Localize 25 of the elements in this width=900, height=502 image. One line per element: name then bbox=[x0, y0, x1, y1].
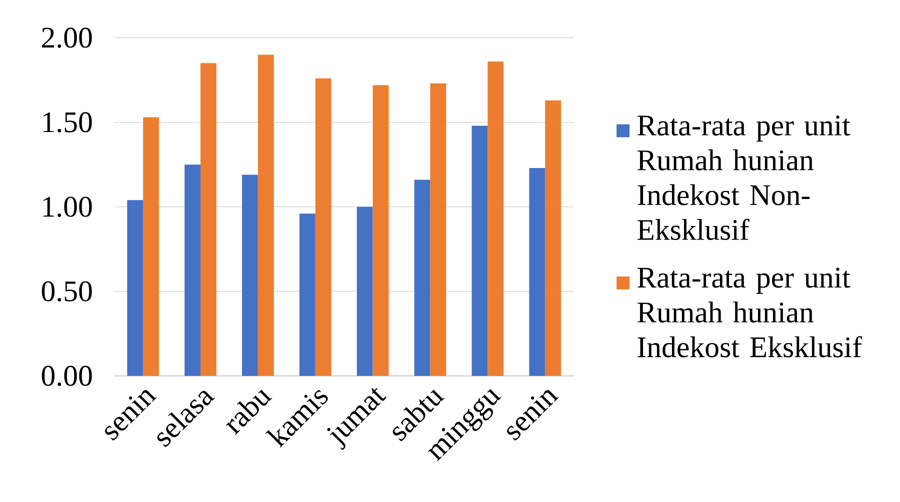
bar bbox=[545, 100, 561, 376]
bar bbox=[472, 126, 488, 376]
legend-label: Rata-rata per unit Rumah hunian Indekost Non-Eksklusif bbox=[638, 115, 850, 240]
bar bbox=[356, 206, 373, 376]
bar bbox=[242, 174, 258, 376]
y-tick-label: 2.00 bbox=[42, 28, 92, 48]
bar bbox=[488, 61, 504, 376]
bar bbox=[184, 164, 200, 376]
legend-label: Rata-rata per unit Rumah hunian Indekost Eksklusif bbox=[638, 268, 862, 358]
bar bbox=[372, 85, 389, 376]
bar bbox=[127, 200, 144, 376]
bar bbox=[430, 83, 446, 376]
x-tick-label: senin bbox=[105, 390, 157, 440]
y-tick-label: 0.00 bbox=[42, 366, 92, 386]
bar bbox=[258, 54, 274, 376]
bar bbox=[529, 168, 546, 376]
y-tick-label: 1.50 bbox=[43, 112, 92, 132]
bar bbox=[299, 214, 316, 376]
y-tick-label: 0.50 bbox=[42, 281, 92, 302]
y-tick-label: 1.00 bbox=[43, 196, 92, 217]
bar bbox=[200, 63, 216, 376]
bar bbox=[315, 78, 332, 376]
bar bbox=[143, 117, 159, 376]
bar bbox=[414, 180, 430, 376]
x-tick-label: senin bbox=[507, 390, 559, 440]
